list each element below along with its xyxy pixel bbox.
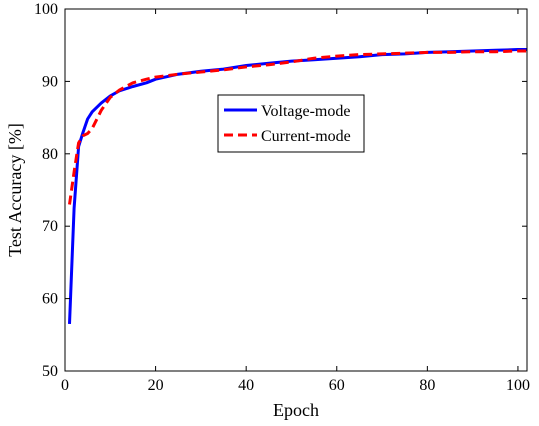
x-tick-label: 100 xyxy=(506,377,530,394)
legend-label-current-mode: Current-mode xyxy=(261,128,351,145)
y-axis-title: Test Accuracy [%] xyxy=(5,123,25,257)
y-ticks: 50 60 70 80 90 100 xyxy=(34,1,527,380)
x-tick-label: 0 xyxy=(61,377,69,394)
x-tick-label: 40 xyxy=(238,377,254,394)
y-tick-label: 60 xyxy=(42,291,58,308)
series-line-voltage-mode xyxy=(68,48,527,324)
series-group xyxy=(68,48,527,324)
x-tick-label: 60 xyxy=(329,377,345,394)
x-tick-label: 20 xyxy=(148,377,164,394)
y-tick-label: 50 xyxy=(42,363,58,380)
legend-label-voltage-mode: Voltage-mode xyxy=(261,103,350,120)
x-axis-title: Epoch xyxy=(273,400,319,420)
plot-frame xyxy=(64,8,528,372)
y-tick-label: 90 xyxy=(42,73,58,90)
series-line-current-mode xyxy=(68,49,527,205)
legend-box xyxy=(217,94,365,153)
x-tick-label: 80 xyxy=(419,377,435,394)
y-tick-label: 100 xyxy=(34,1,58,18)
y-tick-label: 80 xyxy=(42,146,58,163)
legend: Voltage-mode Current-mode xyxy=(217,94,365,153)
y-tick-label: 70 xyxy=(42,218,58,235)
x-ticks: 0 20 40 60 80 100 xyxy=(61,9,530,394)
